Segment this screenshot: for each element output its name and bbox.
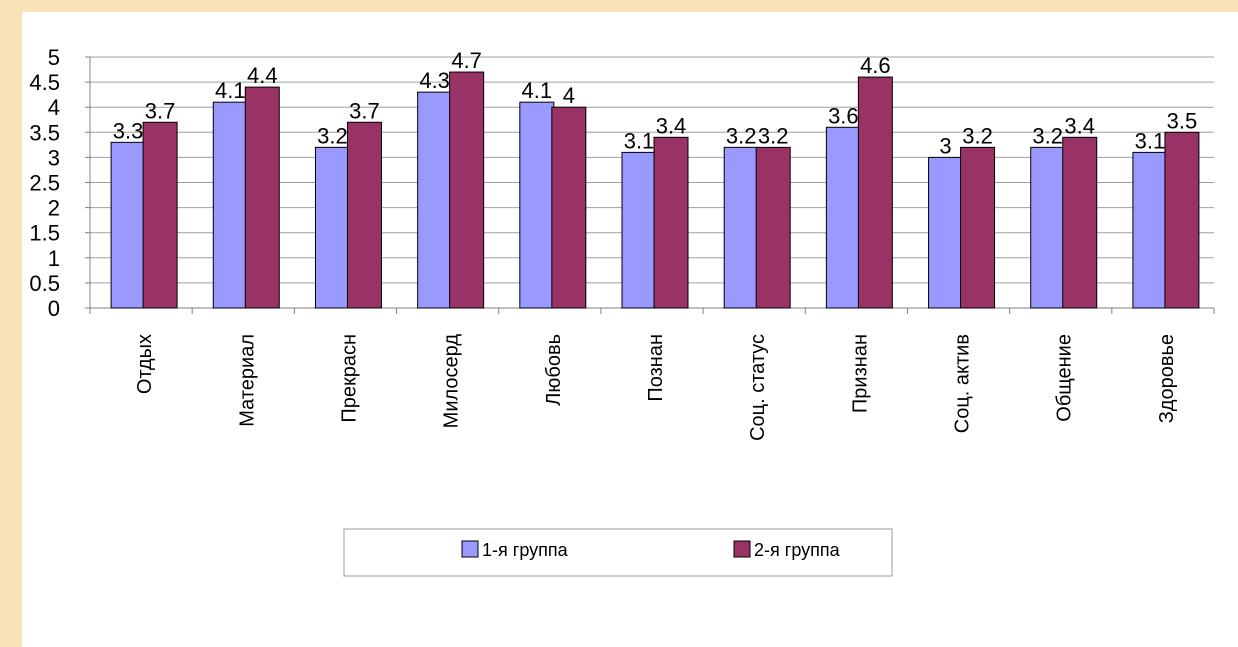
category-label: Милосерд — [441, 334, 463, 429]
data-label: 4 — [563, 83, 575, 108]
category-label: Любовь — [543, 334, 565, 406]
category-label: Признан — [849, 334, 871, 413]
data-label: 3.2 — [962, 123, 993, 148]
y-tick-label: 4.5 — [29, 70, 60, 95]
bar-2[interactable] — [653, 136, 689, 309]
data-label: 3.5 — [1167, 108, 1198, 133]
data-label: 4.7 — [451, 48, 482, 73]
category-label: Прекрасн — [338, 334, 360, 423]
bar-1[interactable] — [314, 146, 350, 309]
bar-1[interactable] — [212, 101, 248, 309]
data-label: 3.4 — [656, 113, 687, 138]
bar-2[interactable] — [755, 146, 791, 309]
legend: 1-я группа 2-я группа — [343, 528, 893, 577]
bar-1[interactable] — [110, 141, 146, 309]
y-tick-label: 3 — [48, 145, 60, 170]
legend-box — [343, 528, 893, 577]
data-label: 3.2 — [317, 123, 348, 148]
data-label: 3.7 — [145, 98, 176, 123]
data-label: 4.1 — [215, 78, 246, 103]
data-label: 4.3 — [419, 68, 450, 93]
bar-1[interactable] — [417, 91, 453, 309]
bar-2[interactable] — [551, 106, 587, 309]
category-label: Соц. актив — [952, 334, 974, 433]
data-label: 3 — [939, 133, 951, 158]
bar-2[interactable] — [449, 71, 485, 309]
bar-2[interactable] — [960, 146, 996, 309]
data-label: 4.1 — [522, 78, 553, 103]
y-tick-label: 0.5 — [29, 271, 60, 296]
data-label: 3.2 — [726, 123, 757, 148]
y-tick-label: 3.5 — [29, 120, 60, 145]
y-tick-label: 1.5 — [29, 221, 60, 246]
legend-label: 1-я группа — [482, 540, 569, 560]
data-label: 4.6 — [860, 53, 891, 78]
legend-swatch — [733, 540, 751, 558]
y-tick-label: 2.5 — [29, 171, 60, 196]
bar-1[interactable] — [825, 126, 861, 309]
bar-1[interactable] — [723, 146, 759, 309]
y-tick-label: 5 — [48, 45, 60, 70]
data-label: 3.1 — [624, 128, 655, 153]
data-label: 4.4 — [247, 63, 278, 88]
data-label: 3.2 — [1032, 123, 1063, 148]
category-label: Здоровье — [1156, 334, 1178, 423]
y-tick-label: 1 — [48, 246, 60, 271]
bar-2[interactable] — [1164, 131, 1200, 309]
bar-1[interactable] — [519, 101, 555, 309]
bar-2[interactable] — [346, 121, 382, 309]
category-label: Общение — [1054, 334, 1076, 422]
y-tick-label: 0 — [48, 296, 60, 321]
bar-2[interactable] — [244, 86, 280, 309]
data-label: 3.4 — [1064, 113, 1095, 138]
y-tick-label: 4 — [48, 95, 60, 120]
legend-swatch — [461, 540, 479, 558]
chart-frame: 0 0.5 1 1.5 2 2.5 3 3.5 4 4.5 5 3.3 3.7 Отдых 4.1 4.4 Ма… — [22, 12, 1238, 647]
bar-1[interactable] — [1132, 151, 1168, 309]
bar-1[interactable] — [621, 151, 657, 309]
category-label: Материал — [236, 334, 258, 427]
data-label: 3.2 — [758, 123, 789, 148]
data-label: 3.7 — [349, 98, 380, 123]
bar-2[interactable] — [1062, 136, 1098, 309]
category-label: Познан — [645, 334, 667, 402]
legend-label: 2-я группа — [754, 540, 841, 560]
y-tick-label: 2 — [48, 196, 60, 221]
plot-area: 00.511.522.533.544.553.33.7Отдых4.14.4Ма… — [29, 45, 1215, 441]
data-label: 3.1 — [1135, 128, 1166, 153]
bar-2[interactable] — [142, 121, 178, 309]
bar-2[interactable] — [857, 76, 893, 309]
data-label: 3.3 — [113, 118, 144, 143]
bar-1[interactable] — [1030, 146, 1066, 309]
bar-1[interactable] — [928, 156, 964, 309]
data-label: 3.6 — [828, 103, 859, 128]
category-label: Соц. статус — [747, 334, 769, 441]
bar-chart: 00.511.522.533.544.553.33.7Отдых4.14.4Ма… — [29, 45, 1215, 577]
category-label: Отдых — [134, 334, 156, 394]
